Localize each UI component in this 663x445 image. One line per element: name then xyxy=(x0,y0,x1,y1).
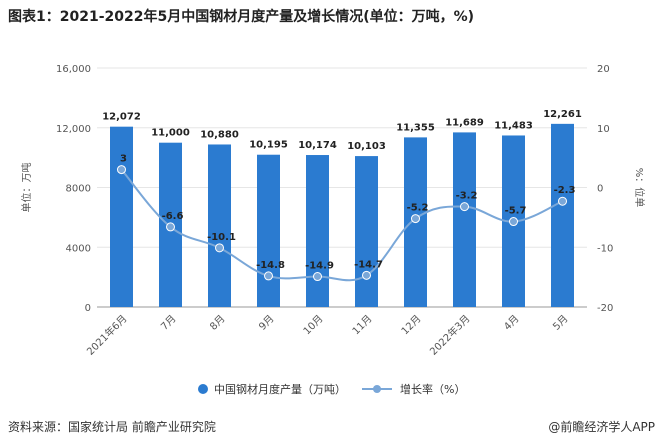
source-note: 资料来源：国家统计局 前瞻产业研究院 xyxy=(8,420,216,434)
line-point xyxy=(215,243,224,253)
line-point xyxy=(313,272,322,282)
line-point xyxy=(460,202,469,212)
x-tick-label: 2021年6月 xyxy=(84,312,130,358)
bar xyxy=(257,154,280,307)
x-tick-label: 4月 xyxy=(502,313,522,333)
x-tick-label: 10月 xyxy=(301,313,326,338)
legend-line-label: 增长率（%） xyxy=(400,382,465,396)
chart-title: 图表1：2021-2022年5月中国钢材月度产量及增长情况(单位：万吨，%) xyxy=(8,9,475,25)
line-data-label: -3.2 xyxy=(456,191,478,202)
y-axis-title: 单位：万吨 xyxy=(20,163,33,213)
line-data-label: -10.1 xyxy=(207,232,236,243)
line-data-label: -14.7 xyxy=(354,259,383,270)
line-data-label: -5.2 xyxy=(407,203,429,214)
line-point xyxy=(558,196,567,206)
line-point xyxy=(264,271,273,281)
y2-tick-label: -10 xyxy=(597,243,613,254)
legend-bar-swatch xyxy=(198,384,208,394)
y-tick-label: 16,000 xyxy=(56,64,91,75)
x-tick-label: 8月 xyxy=(208,313,228,333)
x-tick-label: 7月 xyxy=(159,313,179,333)
bar xyxy=(208,144,231,307)
line-point xyxy=(411,214,420,224)
y2-tick-label: 10 xyxy=(597,124,610,135)
bar-data-label: 11,483 xyxy=(494,120,533,131)
line-data-label: -2.3 xyxy=(554,185,576,196)
bar-data-label: 11,689 xyxy=(445,117,484,128)
line-data-label: -6.6 xyxy=(162,211,184,222)
y2-tick-label: 20 xyxy=(597,64,610,75)
line-point xyxy=(166,222,175,232)
bar xyxy=(551,123,574,307)
line-data-label: -14.8 xyxy=(256,260,285,271)
line-data-label: -5.7 xyxy=(505,206,527,217)
bar-data-label: 10,195 xyxy=(249,140,288,151)
y2-tick-label: -20 xyxy=(597,303,613,314)
legend-line-marker xyxy=(373,385,381,393)
y-tick-label: 4000 xyxy=(66,243,91,254)
y-tick-label: 0 xyxy=(85,303,91,314)
bar xyxy=(453,132,476,307)
line-point xyxy=(509,217,518,227)
x-tick-label: 11月 xyxy=(350,313,375,338)
bar-data-label: 10,103 xyxy=(347,141,386,152)
line-data-label: -14.9 xyxy=(305,261,334,272)
y2-axis-title: %：位单 xyxy=(633,168,646,208)
y-tick-label: 8000 xyxy=(66,184,91,195)
line-point xyxy=(362,270,371,280)
bar-data-label: 11,000 xyxy=(151,128,190,139)
bar-data-label: 12,261 xyxy=(543,109,582,120)
bar xyxy=(110,126,133,307)
x-tick-label: 12月 xyxy=(399,313,424,338)
y-tick-label: 12,000 xyxy=(56,124,91,135)
line-point xyxy=(117,165,126,175)
legend-bar-label: 中国钢材月度产量（万吨） xyxy=(214,382,346,396)
line-data-label: 3 xyxy=(120,154,127,165)
y2-tick-label: 0 xyxy=(597,184,603,195)
x-tick-label: 5月 xyxy=(551,313,571,333)
bar-data-label: 10,174 xyxy=(298,140,337,151)
bar xyxy=(306,155,329,307)
bar xyxy=(355,156,378,307)
x-tick-label: 2022年3月 xyxy=(427,312,473,358)
bar-data-label: 12,072 xyxy=(102,112,141,123)
bar-data-label: 10,880 xyxy=(200,129,239,140)
growth-line xyxy=(120,168,563,282)
bar-data-label: 11,355 xyxy=(396,122,435,133)
x-tick-label: 9月 xyxy=(257,313,277,333)
brand-note: @前瞻经济学人APP xyxy=(548,420,655,434)
